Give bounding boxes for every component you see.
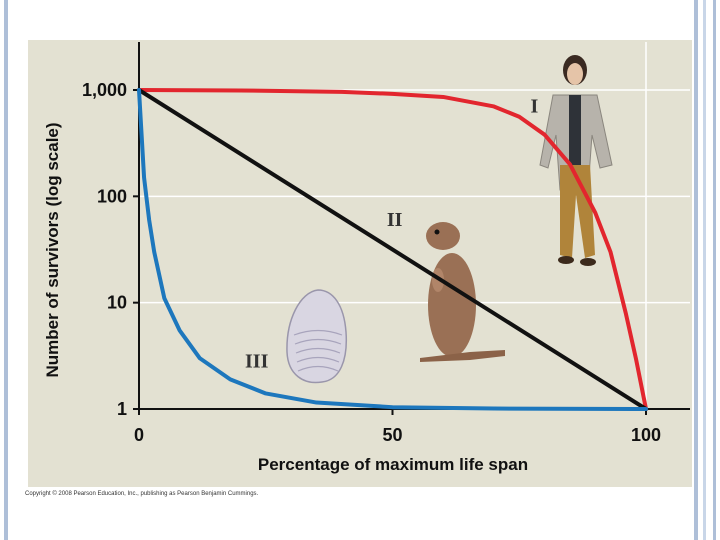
x-tick-label: 50: [382, 425, 402, 445]
curve-label-II: II: [387, 209, 403, 231]
series-line-II: [137, 88, 648, 411]
y-tick-label: 1,000: [82, 80, 127, 100]
series-line-III: [137, 88, 648, 411]
y-tick-label: 1: [117, 399, 127, 419]
x-tick-label: 100: [631, 425, 661, 445]
curve-label-III: III: [245, 350, 269, 372]
copyright-notice: Copyright © 2008 Pearson Education, Inc.…: [25, 491, 259, 497]
y-tick-label: 100: [97, 186, 127, 206]
x-axis-title: Percentage of maximum life span: [258, 455, 528, 474]
series-line-I: [137, 88, 648, 411]
x-tick-label: 0: [134, 425, 144, 445]
slide-frame-right: [690, 0, 720, 540]
y-tick-label: 10: [107, 293, 127, 313]
slide-frame-left: [0, 0, 12, 540]
curve-label-I: I: [531, 95, 539, 117]
human-figure: [539, 55, 613, 266]
y-axis-title: Number of survivors (log scale): [43, 122, 62, 377]
oyster-shell-figure: [286, 289, 348, 384]
